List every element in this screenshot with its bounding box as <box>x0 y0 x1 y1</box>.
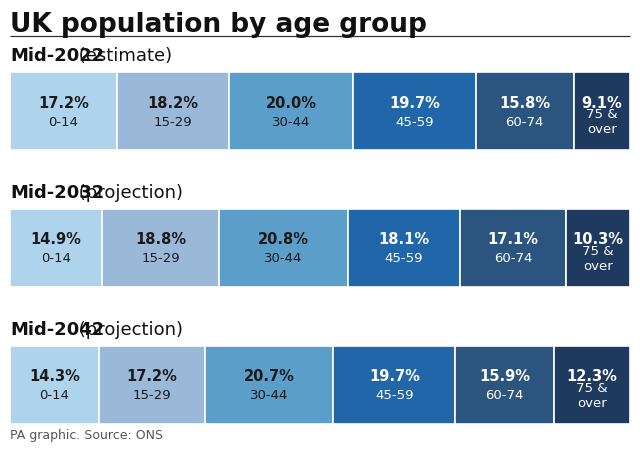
Text: 45-59: 45-59 <box>375 389 413 401</box>
Text: 0-14: 0-14 <box>41 252 71 265</box>
Text: 60-74: 60-74 <box>506 115 544 128</box>
Bar <box>333 346 455 424</box>
Text: PA graphic. Source: ONS: PA graphic. Source: ONS <box>10 428 163 441</box>
Bar <box>566 210 630 287</box>
Text: 75 &
over: 75 & over <box>582 244 614 273</box>
Bar <box>573 73 630 151</box>
Bar <box>353 73 476 151</box>
Text: 0-14: 0-14 <box>39 389 69 401</box>
Text: 75 &
over: 75 & over <box>586 107 618 136</box>
Bar <box>10 346 99 424</box>
Text: 15-29: 15-29 <box>141 252 180 265</box>
Text: 18.8%: 18.8% <box>135 232 186 247</box>
Text: 18.1%: 18.1% <box>378 232 429 247</box>
Text: 20.8%: 20.8% <box>258 232 309 247</box>
Bar <box>348 210 460 287</box>
Text: Mid-2032: Mid-2032 <box>10 184 104 202</box>
Text: 14.3%: 14.3% <box>29 368 80 384</box>
Bar <box>219 210 348 287</box>
Text: 12.3%: 12.3% <box>566 368 618 384</box>
Text: 9.1%: 9.1% <box>581 95 622 110</box>
Text: 17.1%: 17.1% <box>488 232 539 247</box>
Text: 15.9%: 15.9% <box>479 368 530 384</box>
Text: (projection): (projection) <box>73 320 183 338</box>
Bar <box>205 346 333 424</box>
Text: 45-59: 45-59 <box>396 115 434 128</box>
Bar <box>554 346 630 424</box>
Text: 19.7%: 19.7% <box>389 95 440 110</box>
Bar <box>116 73 230 151</box>
Bar <box>230 73 353 151</box>
Bar <box>99 346 205 424</box>
Text: 14.9%: 14.9% <box>31 232 82 247</box>
Bar <box>455 346 554 424</box>
Text: 20.7%: 20.7% <box>244 368 294 384</box>
Bar <box>476 73 573 151</box>
Text: Mid-2022: Mid-2022 <box>10 47 104 65</box>
Text: 60-74: 60-74 <box>494 252 532 265</box>
Text: 15-29: 15-29 <box>154 115 193 128</box>
Text: 60-74: 60-74 <box>485 389 524 401</box>
Text: 45-59: 45-59 <box>385 252 423 265</box>
Text: 10.3%: 10.3% <box>573 232 623 247</box>
Text: (estimate): (estimate) <box>73 47 172 65</box>
Text: 17.2%: 17.2% <box>127 368 177 384</box>
Text: 75 &
over: 75 & over <box>576 381 608 410</box>
Text: 20.0%: 20.0% <box>266 95 317 110</box>
Text: 30-44: 30-44 <box>264 252 303 265</box>
Text: 0-14: 0-14 <box>49 115 78 128</box>
Text: (projection): (projection) <box>73 184 183 202</box>
Text: 15-29: 15-29 <box>132 389 171 401</box>
Text: UK population by age group: UK population by age group <box>10 12 427 38</box>
Bar <box>460 210 566 287</box>
Text: 30-44: 30-44 <box>250 389 289 401</box>
Bar <box>102 210 219 287</box>
Text: Mid-2042: Mid-2042 <box>10 320 104 338</box>
Text: 17.2%: 17.2% <box>38 95 89 110</box>
Bar <box>10 73 116 151</box>
Bar <box>10 210 102 287</box>
Text: 19.7%: 19.7% <box>369 368 420 384</box>
Text: 18.2%: 18.2% <box>148 95 198 110</box>
Text: 30-44: 30-44 <box>272 115 310 128</box>
Text: 15.8%: 15.8% <box>499 95 550 110</box>
